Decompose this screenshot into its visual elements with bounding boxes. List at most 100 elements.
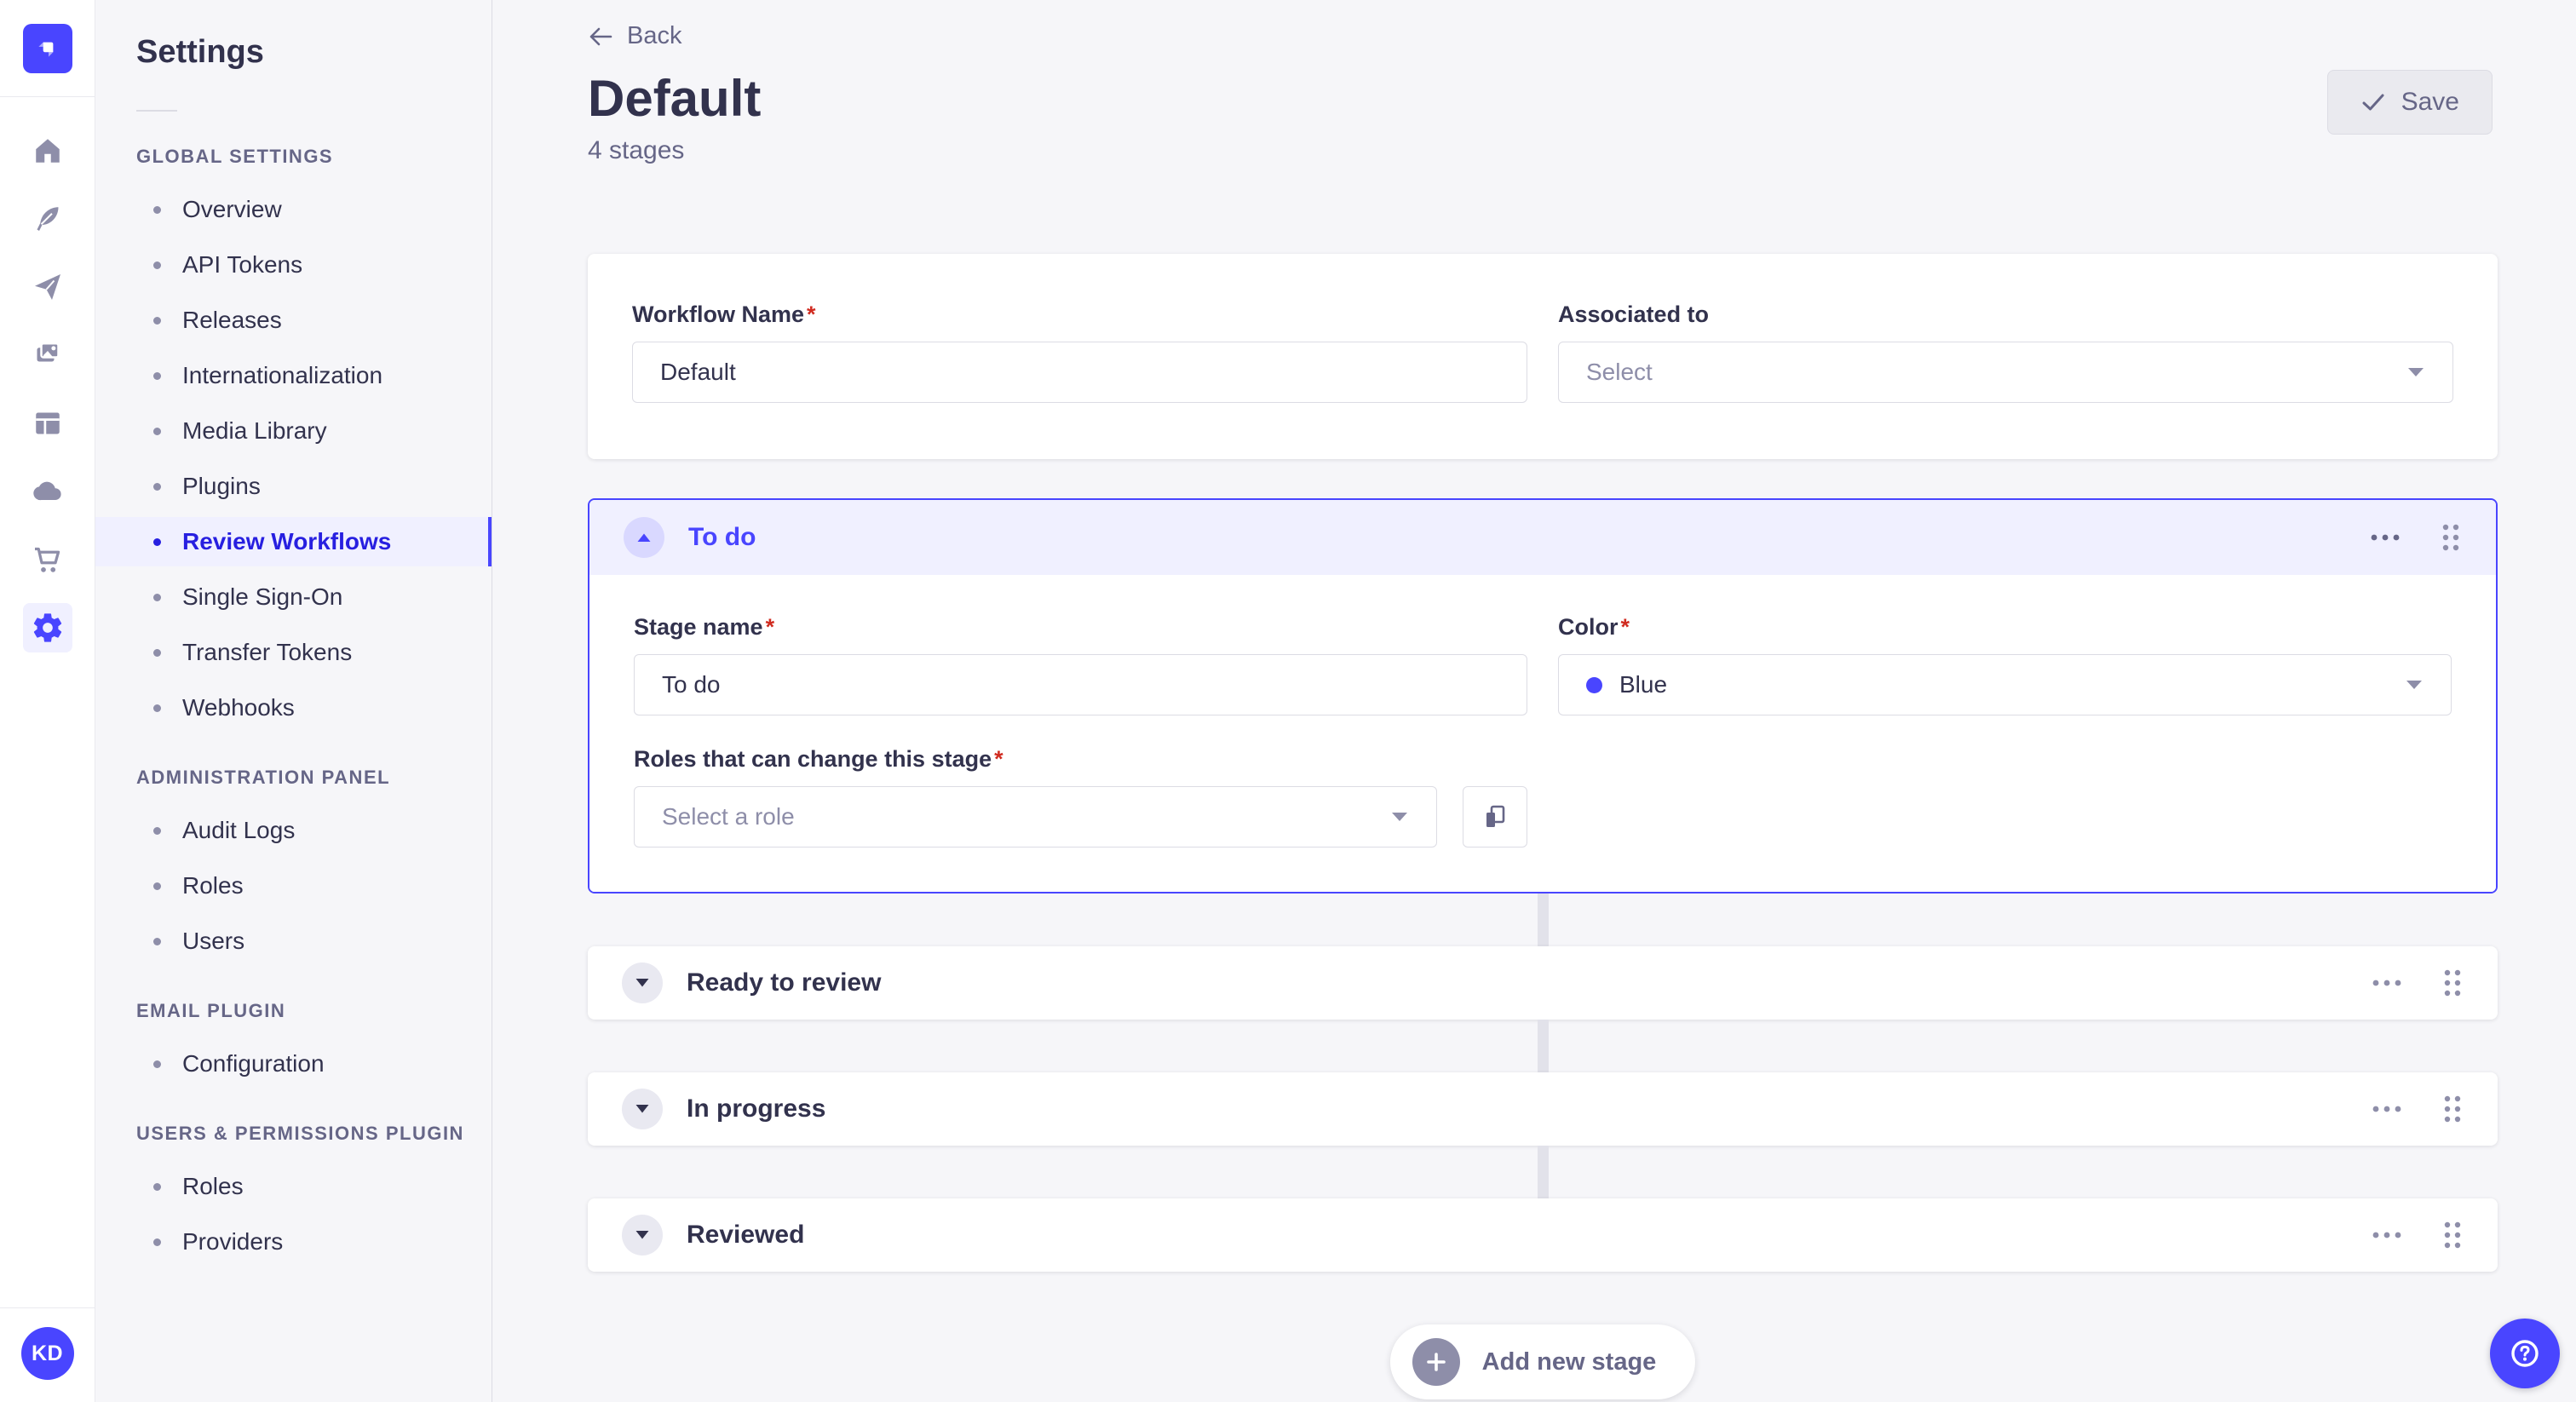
stage-row-1: Stage name* Color* Blue xyxy=(634,614,2452,715)
ellipsis-icon xyxy=(2372,1106,2401,1112)
stage-title: In progress xyxy=(687,1095,826,1123)
sidebar-item-single-sign-on[interactable]: Single Sign-On xyxy=(95,572,492,622)
strapi-logo[interactable] xyxy=(22,23,72,73)
sidebar-item-api-tokens[interactable]: API Tokens xyxy=(95,240,492,290)
workflow-form-card: Workflow Name* Associated to Select xyxy=(588,254,2498,459)
bullet xyxy=(153,261,161,269)
back-link[interactable]: Back xyxy=(588,22,681,50)
save-button[interactable]: Save xyxy=(2326,70,2493,135)
stage-roles-label: Roles that can change this stage * xyxy=(634,746,1003,772)
marketplace-button[interactable] xyxy=(23,535,72,584)
stage-name-label: Stage name * xyxy=(634,614,775,640)
expand-stage-button[interactable] xyxy=(622,962,663,1003)
stage-drag-handle[interactable] xyxy=(2441,1220,2464,1250)
stage-drag-handle[interactable] xyxy=(2440,522,2462,553)
add-new-stage-button[interactable]: Add new stage xyxy=(1389,1324,1696,1399)
sidebar-item-plugins[interactable]: Plugins xyxy=(95,462,492,511)
media-library-button[interactable] xyxy=(23,330,72,380)
help-icon xyxy=(2511,1340,2539,1367)
rail-nav xyxy=(22,126,72,652)
content-type-builder-button[interactable] xyxy=(23,399,72,448)
stage-drag-handle[interactable] xyxy=(2441,1094,2464,1124)
drag-handle-icon xyxy=(2444,1095,2461,1123)
sidebar-item-email-configuration[interactable]: Configuration xyxy=(95,1039,492,1089)
chevron-down-icon xyxy=(2406,681,2422,689)
bullet xyxy=(153,704,161,712)
back-arrow-icon xyxy=(589,27,612,45)
stage-header-to-do[interactable]: To do xyxy=(589,500,2496,575)
sidebar-item-releases[interactable]: Releases xyxy=(95,296,492,345)
sidebar-item-review-workflows[interactable]: Review Workflows xyxy=(95,517,492,566)
expand-stage-button[interactable] xyxy=(622,1089,663,1129)
required-marker: * xyxy=(807,302,816,327)
stage-roles-placeholder: Select a role xyxy=(662,803,795,830)
stage-color-select[interactable]: Blue xyxy=(1558,654,2452,715)
sidebar-item-webhooks[interactable]: Webhooks xyxy=(95,683,492,733)
bullet xyxy=(153,937,161,945)
sidebar-item-admin-roles[interactable]: Roles xyxy=(95,861,492,911)
sidebar-item-up-providers[interactable]: Providers xyxy=(95,1217,492,1267)
plus-circle xyxy=(1412,1338,1460,1386)
bullet xyxy=(153,882,161,890)
ellipsis-icon xyxy=(2372,1232,2401,1238)
stage-options-button[interactable] xyxy=(2370,533,2401,542)
workflow-name-input[interactable] xyxy=(632,342,1527,403)
back-label: Back xyxy=(627,22,682,49)
workflow-name-label: Workflow Name * xyxy=(632,302,816,327)
sidebar-item-admin-users[interactable]: Users xyxy=(95,916,492,966)
settings-sidebar: Settings GLOBAL SETTINGS Overview API To… xyxy=(95,0,492,1402)
bullet xyxy=(153,371,161,380)
stage-options-button[interactable] xyxy=(2372,1105,2402,1113)
color-swatch xyxy=(1586,676,1602,693)
releases-button[interactable] xyxy=(23,262,72,312)
stage-options-button[interactable] xyxy=(2372,979,2402,987)
chevron-down-icon xyxy=(635,979,649,987)
sidebar-item-overview[interactable]: Overview xyxy=(95,185,492,234)
stage-name-input[interactable] xyxy=(634,654,1527,715)
stage-drag-handle[interactable] xyxy=(2441,968,2464,998)
sidebar-item-media-library[interactable]: Media Library xyxy=(95,406,492,456)
stage-roles-select[interactable]: Select a role xyxy=(634,786,1437,848)
stage-options-button[interactable] xyxy=(2372,1231,2402,1239)
associated-to-field: Associated to Select xyxy=(1558,302,2453,403)
stage-connector xyxy=(1537,1146,1549,1198)
duplicate-roles-button[interactable] xyxy=(1463,786,1527,848)
add-new-stage-label: Add new stage xyxy=(1481,1347,1657,1376)
bullet xyxy=(153,205,161,214)
home-button[interactable] xyxy=(23,126,72,175)
chevron-down-icon xyxy=(635,1231,649,1239)
stage-actions xyxy=(2372,1220,2464,1250)
deploy-button[interactable] xyxy=(23,467,72,516)
associated-to-select[interactable]: Select xyxy=(1558,342,2453,403)
settings-button[interactable] xyxy=(22,603,72,652)
cloud-icon xyxy=(32,481,61,501)
stage-body: Stage name* Color* Blue xyxy=(589,575,2496,892)
help-button[interactable] xyxy=(2490,1319,2560,1388)
avatar[interactable]: KD xyxy=(20,1327,74,1380)
workflow-name-field: Workflow Name * xyxy=(632,302,1527,403)
chevron-down-icon xyxy=(635,1105,649,1113)
sidebar-item-up-roles[interactable]: Roles xyxy=(95,1162,492,1211)
sidebar-item-transfer-tokens[interactable]: Transfer Tokens xyxy=(95,628,492,677)
section-title: EMAIL PLUGIN xyxy=(136,1000,286,1021)
content-manager-button[interactable] xyxy=(23,194,72,244)
stage-title: To do xyxy=(688,523,756,551)
sidebar-item-audit-logs[interactable]: Audit Logs xyxy=(95,806,492,855)
bullet xyxy=(153,826,161,835)
save-label: Save xyxy=(2401,88,2459,116)
nav-rail: KD xyxy=(0,0,95,1402)
section-global-settings: GLOBAL SETTINGS Overview API Tokens Rele… xyxy=(95,146,492,733)
stage-row-2: Roles that can change this stage * Select… xyxy=(634,746,1527,848)
stage-color-value: Blue xyxy=(1619,671,1668,698)
section-title: ADMINISTRATION PANEL xyxy=(136,767,391,788)
collapse-stage-button[interactable] xyxy=(624,517,664,558)
expand-stage-button[interactable] xyxy=(622,1215,663,1255)
cart-icon xyxy=(34,547,60,572)
stage-actions xyxy=(2372,968,2464,998)
bullet xyxy=(153,1182,161,1191)
page-subtitle: 4 stages xyxy=(588,136,685,164)
stage-card-ready-to-review: Ready to review xyxy=(588,946,2498,1020)
sidebar-item-internationalization[interactable]: Internationalization xyxy=(95,351,492,400)
bullet xyxy=(153,648,161,657)
stage-name-field: Stage name * xyxy=(634,614,1527,715)
